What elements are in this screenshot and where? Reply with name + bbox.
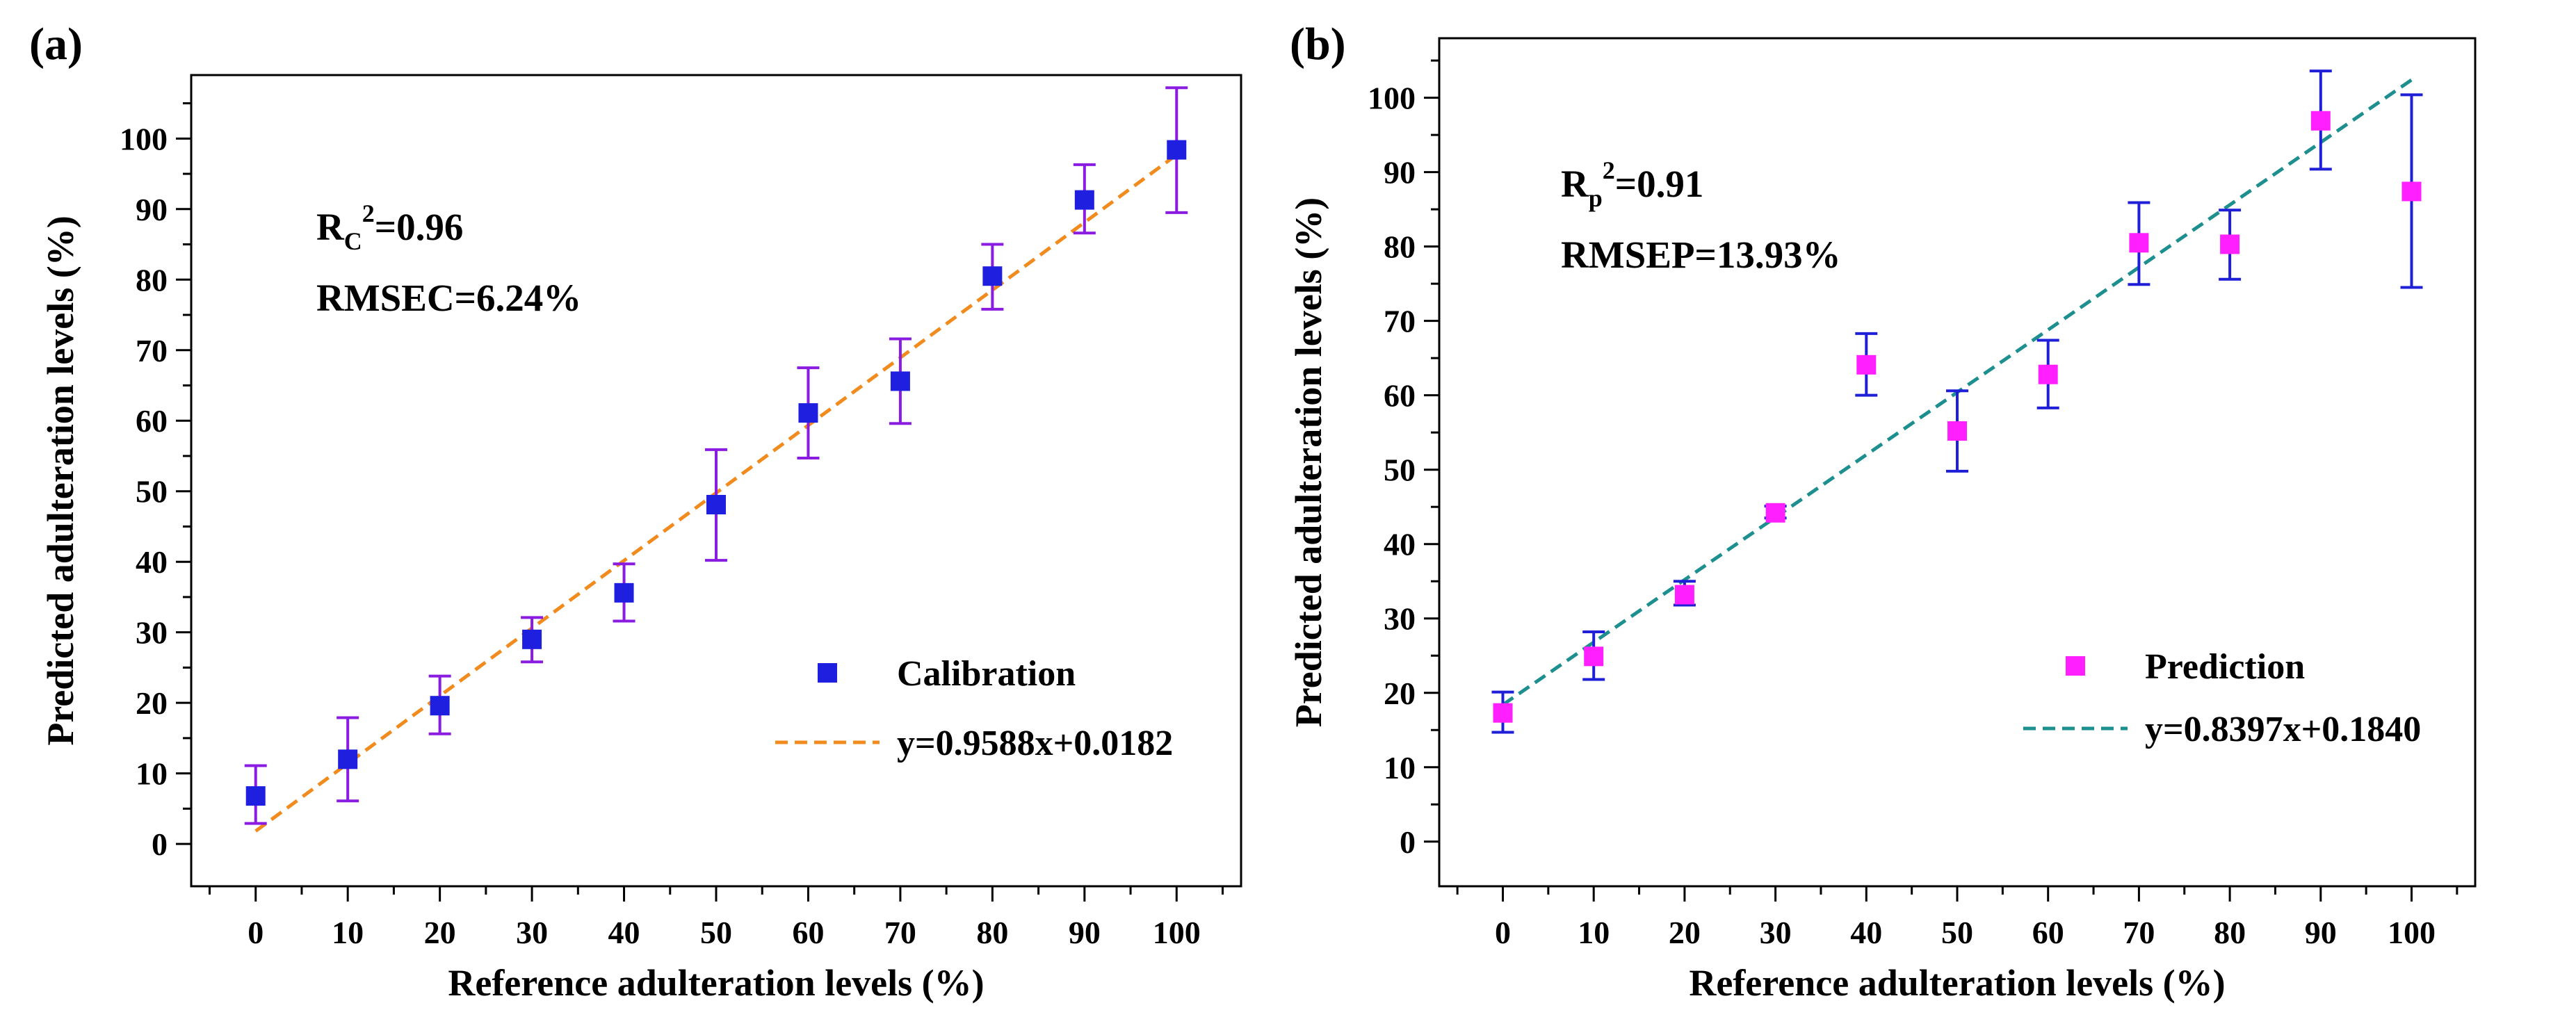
- y-tick-label: 70: [1384, 304, 1416, 339]
- x-tick-label: 40: [1850, 915, 1882, 950]
- x-tick-label: 70: [884, 915, 916, 950]
- x-tick-label: 60: [2032, 915, 2064, 950]
- x-tick-label: 70: [2123, 915, 2155, 950]
- y-tick-label: 20: [136, 685, 168, 721]
- y-axis-title: Predicted adulteration levels (%): [40, 215, 81, 745]
- panel-label: (b): [1290, 19, 1346, 70]
- data-point: [982, 266, 1003, 286]
- panel-label: (a): [29, 19, 83, 70]
- x-tick-label: 90: [2305, 915, 2337, 950]
- y-tick-label: 70: [136, 333, 168, 368]
- y-tick-label: 60: [136, 403, 168, 439]
- data-point: [2401, 181, 2422, 202]
- y-tick-label: 20: [1384, 676, 1416, 711]
- data-point: [1856, 354, 1877, 375]
- data-point: [2310, 111, 2331, 131]
- data-point: [2220, 234, 2240, 254]
- y-tick-label: 50: [1384, 453, 1416, 488]
- x-tick-label: 100: [2388, 915, 2436, 950]
- x-tick-label: 50: [700, 915, 732, 950]
- r2-text: Rp2=0.91: [1561, 156, 1703, 212]
- y-tick-label: 80: [1384, 229, 1416, 265]
- y-tick-label: 90: [1384, 155, 1416, 190]
- y-tick-label: 10: [1384, 750, 1416, 785]
- y-tick-label: 100: [120, 121, 168, 156]
- data-point: [1765, 503, 1785, 523]
- x-tick-label: 80: [2214, 915, 2246, 950]
- data-point: [890, 371, 910, 391]
- legend-fit-label: y=0.9588x+0.0182: [897, 724, 1173, 763]
- data-point: [338, 749, 358, 769]
- x-tick-label: 50: [1941, 915, 1973, 950]
- y-tick-label: 30: [1384, 601, 1416, 637]
- x-tick-label: 0: [1495, 915, 1511, 950]
- y-tick-label: 60: [1384, 378, 1416, 414]
- x-tick-label: 30: [516, 915, 548, 950]
- y-tick-label: 0: [1400, 824, 1416, 860]
- x-tick-label: 10: [1578, 915, 1610, 950]
- y-tick-label: 100: [1368, 81, 1416, 116]
- panel-a: (a) 0 10 20 30 40 50 60 70 80 90 100 0 10 20 30 40 50 60 70…: [29, 19, 1242, 1004]
- x-tick-label: 80: [976, 915, 1008, 950]
- y-tick-label: 30: [136, 615, 168, 651]
- x-axis-title: Reference adulteration levels (%): [448, 962, 984, 1004]
- data-point: [1167, 140, 1187, 160]
- y-tick-label: 80: [136, 262, 168, 298]
- legend-fit-label: y=0.8397x+0.1840: [2145, 710, 2421, 749]
- data-point: [614, 582, 634, 603]
- y-tick-label: 40: [1384, 527, 1416, 562]
- data-point: [1674, 585, 1694, 605]
- y-tick-label: 90: [136, 192, 168, 227]
- rmse-text: RMSEC=6.24%: [316, 277, 581, 319]
- rmse-text: RMSEP=13.93%: [1561, 234, 1841, 276]
- y-tick-label: 40: [136, 544, 168, 580]
- x-tick-label: 60: [792, 915, 824, 950]
- data-point: [522, 629, 542, 649]
- x-axis-title: Reference adulteration levels (%): [1689, 962, 2225, 1004]
- x-tick-label: 20: [424, 915, 456, 950]
- data-point: [2038, 364, 2058, 384]
- data-point: [2129, 233, 2149, 253]
- x-tick-label: 90: [1069, 915, 1101, 950]
- y-tick-label: 0: [152, 826, 168, 862]
- data-point: [798, 403, 818, 423]
- legend-marker: [818, 663, 837, 683]
- legend-marker: [2066, 656, 2085, 676]
- x-tick-label: 10: [332, 915, 364, 950]
- data-point: [706, 495, 726, 515]
- x-tick-label: 20: [1669, 915, 1701, 950]
- x-tick-label: 30: [1760, 915, 1792, 950]
- x-tick-label: 40: [608, 915, 640, 950]
- x-tick-label: 0: [248, 915, 264, 950]
- data-point: [1584, 646, 1604, 667]
- panel-b: (b) 0 10 20 30 40 50 60 70 80 90 100 0 10 20 30 40 50 60 70…: [1288, 19, 2477, 1004]
- data-point: [430, 696, 450, 716]
- data-point: [245, 786, 266, 806]
- y-tick-label: 50: [136, 474, 168, 510]
- data-point: [1947, 421, 1967, 441]
- data-point: [1493, 703, 1513, 723]
- x-tick-label: 100: [1153, 915, 1201, 950]
- data-point: [1074, 190, 1094, 210]
- y-axis-title: Predicted adulteration levels (%): [1288, 197, 1329, 727]
- legend-series-label: Calibration: [897, 654, 1076, 694]
- legend-series-label: Prediction: [2145, 647, 2305, 687]
- y-tick-label: 10: [136, 756, 168, 792]
- r2-text: RC2=0.96: [316, 199, 463, 255]
